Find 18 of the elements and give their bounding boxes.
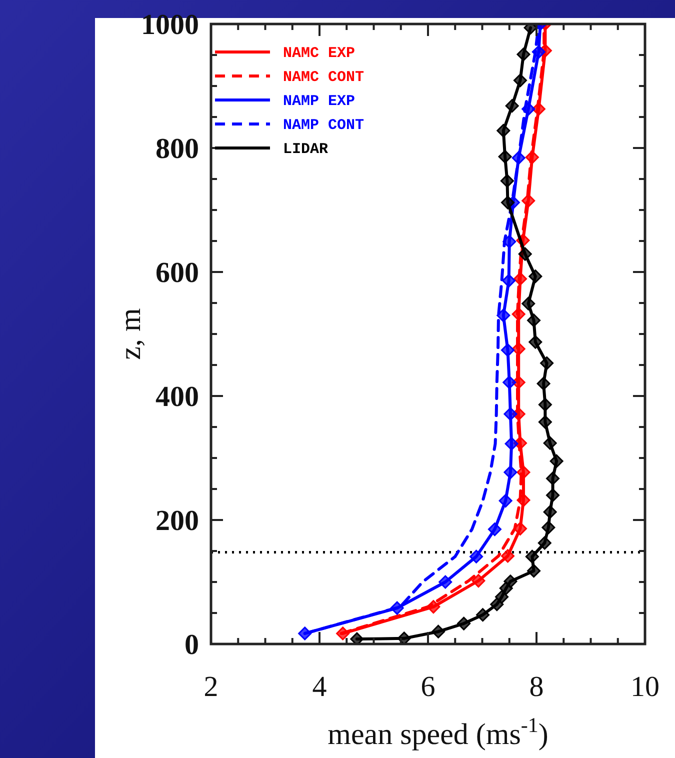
x-tick-label: 10 — [630, 671, 660, 703]
y-tick-label: 800 — [156, 133, 199, 165]
x-tick-label: 8 — [529, 671, 544, 703]
x-tick-label: 2 — [204, 671, 218, 703]
x-tick-label: 6 — [420, 671, 436, 703]
legend-label: NAMP CONT — [283, 117, 364, 134]
y-axis-title: z, m — [114, 308, 147, 360]
legend-label: NAMC CONT — [283, 69, 364, 86]
legend-label: NAMP EXP — [283, 93, 356, 110]
x-axis-title: mean speed (ms$^{-1}$) — [328, 713, 548, 751]
x-tick-label: 4 — [312, 671, 328, 703]
y-tick-label: 0 — [184, 629, 199, 661]
y-tick-label: 1000 — [141, 9, 199, 41]
legend-label: LIDAR — [283, 141, 328, 158]
y-tick-label: 200 — [156, 505, 199, 537]
y-tick-label: 600 — [156, 257, 199, 289]
y-tick-label: 400 — [156, 381, 199, 413]
legend-label: NAMC EXP — [283, 45, 356, 62]
